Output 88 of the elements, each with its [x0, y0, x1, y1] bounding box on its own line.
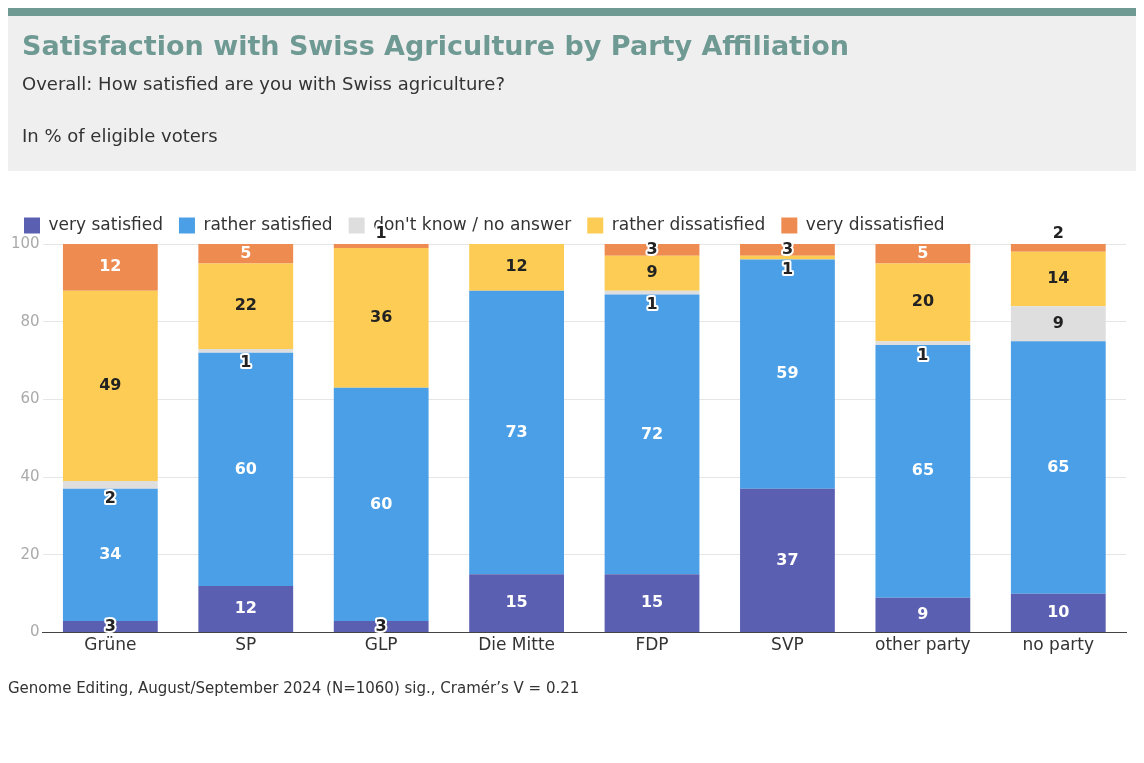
data-label: 60	[234, 458, 257, 478]
bar	[1010, 244, 1106, 252]
data-label: 65	[911, 460, 934, 480]
bar	[198, 352, 294, 586]
data-label: 12	[505, 256, 528, 276]
bar	[604, 574, 700, 633]
data-label: 3	[375, 615, 387, 635]
bar	[1010, 593, 1106, 633]
legend-label: rather dissatisfied	[611, 213, 766, 234]
legend-label: rather satisfied	[203, 213, 333, 234]
bar	[604, 290, 700, 295]
data-label: 65	[1047, 456, 1070, 476]
data-label: 1	[917, 344, 929, 364]
data-label: 3	[646, 238, 658, 258]
data-label: 3	[781, 238, 794, 258]
bar	[740, 244, 835, 256]
chart-title: Satisfaction with Swiss Agriculture by Party Affiliation	[22, 30, 851, 61]
data-label: 14	[1047, 268, 1070, 288]
x-tick-label: Die Mitte	[478, 634, 556, 655]
bar	[1010, 341, 1106, 594]
bar	[469, 574, 564, 633]
data-label: 73	[505, 421, 528, 441]
text: Genome Editing, August/September 2024 (N=1060) sig., Cramér’s V = 0.21	[8, 679, 581, 697]
data-label: 72	[640, 423, 664, 443]
bar	[1010, 251, 1106, 307]
data-label: 9	[1052, 312, 1064, 332]
data-label: 22	[234, 295, 257, 315]
bar	[333, 244, 429, 248]
bar	[198, 244, 294, 264]
data-label: 12	[99, 256, 122, 276]
data-label: 15	[505, 592, 528, 612]
bar	[469, 290, 564, 575]
data-label: 37	[776, 549, 799, 569]
bar	[875, 263, 971, 342]
data-label: 15	[640, 592, 664, 612]
legend-label: very dissatisfied	[805, 213, 945, 234]
x-tick-label: FDP	[635, 634, 669, 655]
x-tick-label: no party	[1022, 634, 1095, 655]
x-tick-label: GLP	[364, 634, 398, 655]
x-tick-label: Grüne	[84, 634, 137, 655]
data-label: 1	[781, 259, 794, 279]
data-label: 1	[240, 352, 252, 372]
data-label: 9	[917, 604, 929, 624]
data-label: 2	[1052, 222, 1064, 242]
y-tick-label: 60	[20, 389, 40, 408]
x-tick-label: SVP	[771, 634, 804, 655]
bar	[62, 488, 158, 621]
bar	[604, 255, 700, 291]
data-label: 9	[646, 262, 658, 282]
bar	[469, 244, 564, 291]
y-tick-label: 100	[10, 233, 40, 252]
x-tick-label: SP	[235, 634, 257, 655]
y-tick-label: 20	[20, 544, 40, 563]
x-tick-label: other party	[875, 634, 971, 655]
bar	[740, 259, 835, 489]
bar	[604, 294, 700, 575]
data-label: 60	[370, 493, 393, 513]
data-label: 12	[234, 598, 257, 618]
bar	[875, 341, 971, 346]
data-label: 59	[776, 363, 799, 383]
bar	[62, 244, 158, 291]
bar	[62, 290, 158, 482]
y-tick-label: 40	[20, 467, 40, 486]
data-label: 5	[917, 242, 929, 262]
data-label: 3	[104, 615, 116, 635]
bar	[875, 597, 971, 633]
bar	[740, 488, 835, 633]
data-label: 2	[104, 488, 116, 508]
data-label: 20	[911, 291, 934, 311]
text: Overall: How satisfied are you with Swiss agriculture? In % of eligible voters	[22, 73, 505, 146]
bar	[198, 348, 294, 353]
bar	[333, 387, 429, 621]
bar	[875, 244, 971, 264]
data-label: 1	[646, 294, 658, 314]
data-label: 5	[240, 242, 252, 262]
data-label: 36	[370, 306, 393, 326]
bar	[875, 345, 971, 598]
data-label: 34	[99, 544, 122, 564]
y-tick-label: 0	[30, 622, 40, 641]
bar	[62, 481, 158, 489]
bar	[333, 247, 429, 388]
data-label: 10	[1047, 602, 1070, 622]
legend-label: very satisfied	[48, 213, 163, 234]
bar	[740, 255, 835, 260]
bar	[198, 263, 294, 349]
bar	[198, 585, 294, 633]
y-tick-label: 80	[20, 311, 40, 330]
data-label: 49	[99, 375, 122, 394]
